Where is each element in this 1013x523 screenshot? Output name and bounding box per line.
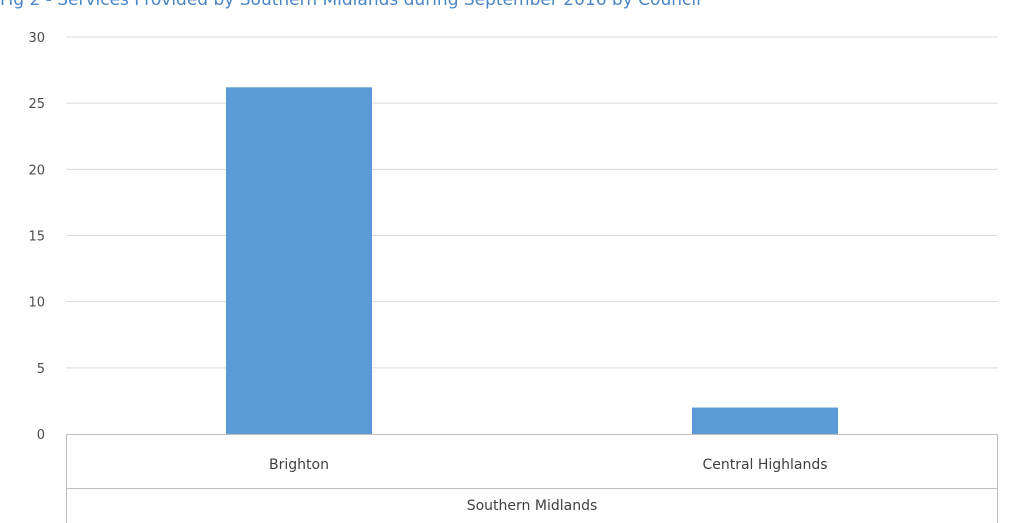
bar-brighton (226, 87, 372, 434)
x-axis (66, 434, 998, 523)
x-category-label: Central Highlands (702, 457, 827, 473)
y-axis-tick-labels: 0 5 10 15 20 25 30 (28, 31, 45, 443)
y-tick-label: 0 (37, 428, 45, 443)
y-tick-label: 10 (28, 296, 45, 311)
y-tick-label: 20 (28, 163, 45, 178)
y-tick-label: 25 (28, 97, 45, 112)
bars (226, 87, 838, 434)
y-tick-label: 30 (28, 31, 45, 46)
x-category-label: Brighton (269, 457, 329, 473)
bar-central-highlands (692, 407, 838, 434)
category-labels: Brighton Central Highlands (269, 457, 828, 473)
chart-title: Fig 2 - Services Provided by Southern Mi… (0, 0, 701, 10)
y-tick-label: 15 (28, 230, 45, 245)
y-tick-label: 5 (37, 362, 45, 377)
gridlines (66, 36, 998, 369)
group-label: Southern Midlands (467, 498, 598, 514)
